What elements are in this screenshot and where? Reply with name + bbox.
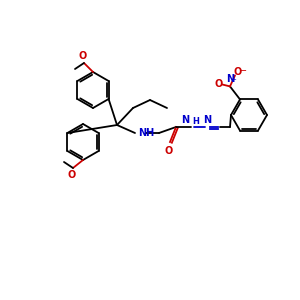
Text: O: O: [215, 80, 223, 89]
Text: H: H: [192, 117, 199, 126]
Text: NH: NH: [138, 128, 154, 138]
Text: O: O: [79, 51, 87, 61]
Text: O: O: [234, 68, 242, 77]
Text: O: O: [165, 146, 173, 156]
Text: −: −: [239, 66, 247, 76]
Text: N: N: [226, 74, 234, 84]
Text: N: N: [203, 115, 211, 125]
Text: O: O: [68, 170, 76, 180]
Text: N: N: [181, 115, 189, 125]
Text: +: +: [230, 77, 236, 83]
